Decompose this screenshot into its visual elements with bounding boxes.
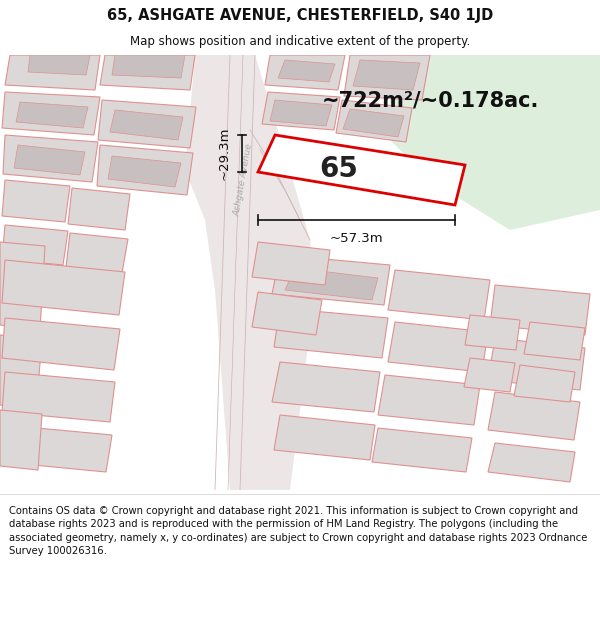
Polygon shape	[66, 233, 128, 273]
Text: Ashgate Avenue: Ashgate Avenue	[232, 143, 254, 217]
Text: 65: 65	[319, 155, 358, 183]
Polygon shape	[108, 156, 181, 187]
Polygon shape	[0, 242, 45, 330]
Polygon shape	[0, 410, 42, 470]
Polygon shape	[274, 308, 388, 358]
Polygon shape	[28, 55, 90, 75]
Polygon shape	[100, 55, 195, 90]
Polygon shape	[390, 55, 600, 230]
Polygon shape	[344, 55, 430, 100]
Polygon shape	[265, 55, 345, 90]
Polygon shape	[353, 60, 420, 90]
Polygon shape	[488, 338, 585, 390]
Polygon shape	[336, 100, 412, 142]
Polygon shape	[524, 322, 585, 360]
Polygon shape	[2, 92, 100, 135]
Text: ~57.3m: ~57.3m	[329, 231, 383, 244]
Polygon shape	[2, 425, 112, 472]
Text: ~722m²/~0.178ac.: ~722m²/~0.178ac.	[322, 90, 539, 110]
Polygon shape	[252, 242, 330, 285]
Polygon shape	[278, 60, 335, 82]
Polygon shape	[274, 415, 375, 460]
Polygon shape	[14, 145, 85, 175]
Polygon shape	[68, 188, 130, 230]
Polygon shape	[2, 225, 68, 265]
Polygon shape	[272, 255, 390, 305]
Polygon shape	[252, 292, 322, 335]
Polygon shape	[258, 135, 465, 205]
Polygon shape	[378, 375, 480, 425]
Text: 65, ASHGATE AVENUE, CHESTERFIELD, S40 1JD: 65, ASHGATE AVENUE, CHESTERFIELD, S40 1J…	[107, 8, 493, 23]
Polygon shape	[112, 55, 185, 78]
Polygon shape	[2, 180, 70, 222]
Polygon shape	[488, 392, 580, 440]
Polygon shape	[0, 335, 42, 410]
Text: Contains OS data © Crown copyright and database right 2021. This information is : Contains OS data © Crown copyright and d…	[9, 506, 587, 556]
Polygon shape	[262, 92, 340, 130]
Polygon shape	[110, 110, 183, 140]
Polygon shape	[388, 322, 488, 372]
Polygon shape	[272, 362, 380, 412]
Polygon shape	[5, 55, 100, 90]
Polygon shape	[97, 145, 193, 195]
Text: Map shows position and indicative extent of the property.: Map shows position and indicative extent…	[130, 35, 470, 48]
Polygon shape	[270, 100, 332, 126]
Polygon shape	[343, 109, 404, 137]
Polygon shape	[465, 315, 520, 350]
Polygon shape	[464, 358, 515, 392]
Polygon shape	[185, 55, 315, 490]
Polygon shape	[490, 285, 590, 335]
Polygon shape	[285, 268, 378, 300]
Polygon shape	[2, 260, 125, 315]
Polygon shape	[98, 100, 196, 148]
Polygon shape	[16, 102, 88, 128]
Polygon shape	[2, 318, 120, 370]
Polygon shape	[514, 365, 575, 402]
Polygon shape	[488, 443, 575, 482]
Polygon shape	[388, 270, 490, 320]
Polygon shape	[2, 372, 115, 422]
Polygon shape	[3, 135, 98, 182]
Text: ~29.3m: ~29.3m	[218, 127, 230, 180]
Polygon shape	[372, 428, 472, 472]
